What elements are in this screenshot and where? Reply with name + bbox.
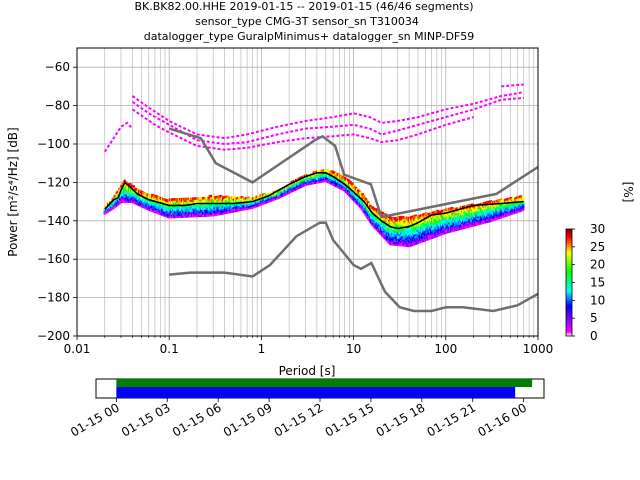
plot-area [103,83,538,313]
y-axis-label: Power [m²/s⁴/Hz] [dB] [6,127,20,256]
title-line-1: BK.BK82.00.HHE 2019-01-15 -- 2019-01-15 … [134,0,473,13]
density-cell [367,203,371,206]
colorbar-tick-label: 15 [590,276,605,290]
title-line-2: sensor_type CMG-3T sensor_sn T310034 [195,15,419,28]
colorbar: 0 5 10 15 20 25 30 [%] [565,182,635,343]
density-cell [366,201,370,204]
colorbar-label: [%] [621,182,635,203]
density-cell [226,195,229,199]
y-tick-label: −160 [37,252,70,266]
density-cell [247,196,250,200]
density-cell [450,206,454,210]
density-cell [521,206,525,210]
y-tick-label: −60 [45,60,70,74]
density-cell [125,181,129,184]
outlier-curve [131,91,524,140]
time-tick-label: 01-15 06 [170,400,224,439]
y-tick-label: −100 [37,137,70,151]
colorbar-tick-label: 30 [590,222,605,236]
y-tick-label: −120 [37,175,70,189]
density-cell [363,196,367,199]
x-tick-label: 10 [346,342,361,356]
density-cell [211,194,215,198]
density-cell [521,208,525,211]
density-cell [521,197,525,201]
time-tick-label: 01-15 21 [425,400,479,439]
density-cell [365,199,369,203]
y-tick-label: −180 [37,291,70,305]
density-cell [361,193,364,196]
x-axis-label: Period [s] [279,364,336,378]
time-tick-label: 01-15 09 [221,400,275,439]
density-cell [519,195,523,198]
density-cell [499,198,503,202]
density-cell [521,196,525,199]
colorbar-tick-label: 10 [590,293,605,307]
figure-title: BK.BK82.00.HHE 2019-01-15 -- 2019-01-15 … [134,0,474,43]
colorbar-tick-label: 5 [590,311,598,325]
x-tick-label: 0.1 [160,342,179,356]
title-line-3: datalogger_type GuralpMinimus+ datalogge… [144,30,475,43]
density-cell [362,194,366,198]
density-cell [219,195,223,198]
colorbar-tick-label: 20 [590,258,605,272]
density-cell [509,196,513,200]
x-axis-ticks: 0.01 0.1 1 10 100 1000 [64,336,554,356]
density-cell [240,196,244,199]
time-tick-label: 01-15 00 [68,400,122,439]
y-tick-label: −140 [37,214,70,228]
x-tick-label: 100 [434,342,457,356]
outlier-curve [103,121,134,153]
density-cell [233,195,236,199]
psd-density-cloud [103,169,525,248]
density-cell [123,179,127,183]
y-axis-ticks: −60 −80 −100 −120 −140 −160 −180 −200 [37,60,77,343]
density-cell [470,203,474,207]
y-tick-label: −200 [37,329,70,343]
plot-grid [77,48,538,336]
density-cell [489,200,493,203]
colorbar-tick-label: 25 [590,240,605,254]
time-tick-label: 01-15 12 [272,400,326,439]
density-cell [262,193,266,196]
time-tick-label: 01-16 00 [475,400,529,439]
density-cell [364,198,368,201]
outlier-curve [501,83,524,88]
density-cell [132,185,135,188]
time-tick-label: 01-15 03 [119,400,173,439]
density-cell [436,209,440,213]
colorbar-gradient [565,228,573,337]
density-cell [521,201,525,205]
density-cell [359,191,362,195]
x-tick-label: 1000 [523,342,554,356]
density-cell [414,214,418,218]
density-cell [521,203,525,206]
time-tick-label: 01-15 18 [374,400,428,439]
x-tick-label: 0.01 [64,342,91,356]
density-cell [129,183,132,186]
density-cell [425,212,429,215]
plot-frame [76,47,539,337]
y-tick-label: −80 [45,99,70,113]
colorbar-tick-label: 0 [590,329,598,343]
high-noise-model [168,127,538,219]
density-cell [521,204,525,208]
x-tick-label: 1 [258,342,266,356]
coverage-data-bar [116,387,516,398]
density-cell [369,204,372,208]
mean-curve [104,172,524,230]
mean-psd-curve [104,172,524,230]
low-noise-model [169,221,538,313]
colorbar-ticks: 0 5 10 15 20 25 30 [572,222,605,343]
time-tick-label: 01-15 15 [323,400,377,439]
coverage-segments-bar [116,379,533,387]
noise-model-curves [168,127,538,313]
